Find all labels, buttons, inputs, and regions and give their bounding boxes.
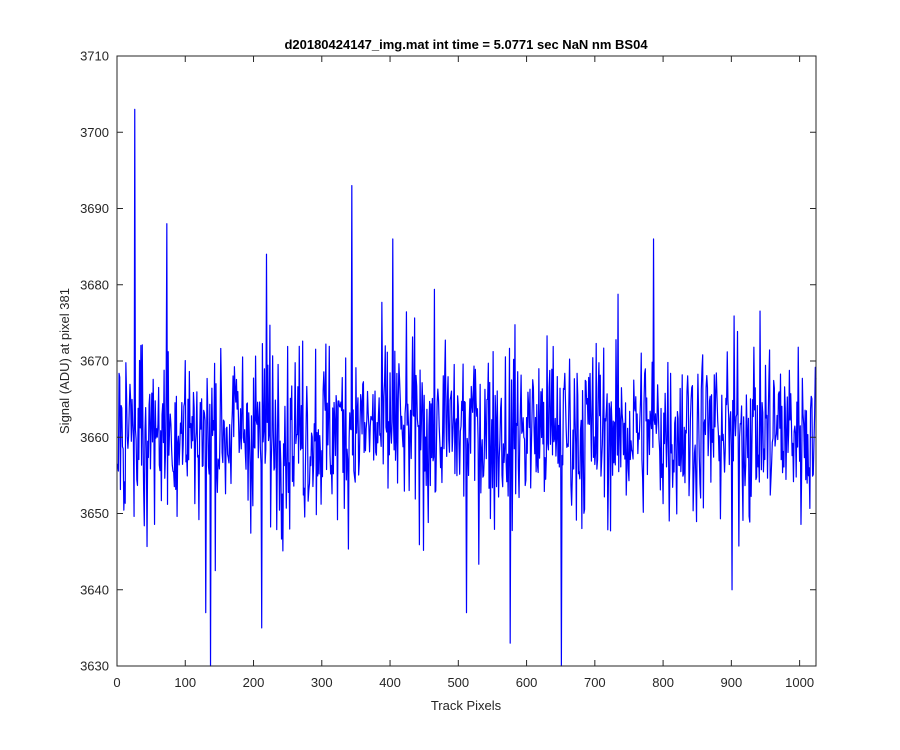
- y-tick-label: 3670: [80, 354, 109, 369]
- chart-title: d20180424147_img.mat int time = 5.0771 s…: [284, 37, 648, 52]
- y-tick-label: 3710: [80, 49, 109, 64]
- x-tick-label: 900: [721, 675, 743, 690]
- x-tick-label: 200: [243, 675, 265, 690]
- x-tick-label: 400: [379, 675, 401, 690]
- y-tick-label: 3630: [80, 659, 109, 674]
- x-tick-label: 100: [174, 675, 196, 690]
- y-tick-label: 3680: [80, 277, 109, 292]
- series-line: [117, 108, 817, 667]
- tick-layer: 0 100 200 300 400 500 600 700 800 900 1000 3630 3640…: [80, 49, 816, 690]
- x-tick-label: 1000: [785, 675, 814, 690]
- y-tick-label: 3700: [80, 125, 109, 140]
- x-axis-label: Track Pixels: [431, 698, 502, 713]
- x-tick-label: 300: [311, 675, 333, 690]
- x-tick-label: 800: [652, 675, 674, 690]
- x-tick-label: 600: [516, 675, 538, 690]
- x-tick-label: 0: [113, 675, 120, 690]
- y-tick-label: 3640: [80, 582, 109, 597]
- y-tick-label: 3690: [80, 201, 109, 216]
- y-axis-label: Signal (ADU) at pixel 381: [57, 288, 72, 434]
- y-tick-label: 3660: [80, 430, 109, 445]
- x-tick-label: 500: [447, 675, 469, 690]
- y-tick-label: 3650: [80, 506, 109, 521]
- series-layer: [117, 108, 817, 667]
- x-tick-label: 700: [584, 675, 606, 690]
